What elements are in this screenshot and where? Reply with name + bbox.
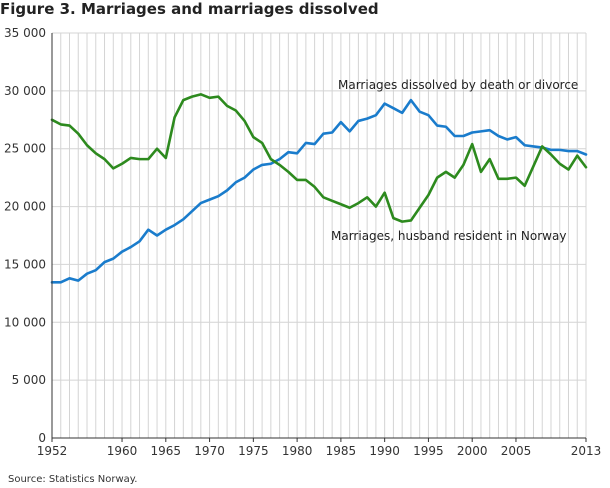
- y-tick-label: 20 000: [4, 200, 46, 214]
- y-tick-label: 35 000: [4, 26, 46, 40]
- source-note: Source: Statistics Norway.: [8, 474, 138, 485]
- x-tick-label: 1985: [326, 444, 357, 458]
- series-label-marriages: Marriages, husband resident in Norway: [331, 229, 566, 243]
- x-axis-ticks: 1952 1960 1965 1970 1975 1980 1985 1990 1995 2000…: [37, 438, 602, 458]
- x-tick-label: 1960: [107, 444, 138, 458]
- y-tick-label: 5 000: [12, 373, 46, 387]
- y-tick-label: 10 000: [4, 315, 46, 329]
- x-tick-label: 2000: [457, 444, 488, 458]
- x-tick-label: 1965: [151, 444, 182, 458]
- x-tick-label: 1952: [37, 444, 68, 458]
- series-line-marriages: [50, 93, 588, 223]
- x-tick-label: 1970: [194, 444, 225, 458]
- y-tick-label: 25 000: [4, 142, 46, 156]
- y-axis-ticks: 0 5 000 10 000 15 000 20 000 25 000 30 000 35 0…: [4, 26, 46, 445]
- grid-lines: [51, 32, 587, 439]
- x-tick-label: 2013: [571, 444, 602, 458]
- x-tick-label: 1990: [369, 444, 400, 458]
- x-tick-label: 1975: [238, 444, 269, 458]
- series-layer: [50, 93, 588, 284]
- x-tick-label: 1980: [282, 444, 313, 458]
- y-tick-label: 30 000: [4, 84, 46, 98]
- series-line-dissolved: [50, 98, 588, 284]
- line-chart: 0 5 000 10 000 15 000 20 000 25 000 30 000 35 0…: [4, 26, 602, 458]
- x-tick-label: 2005: [501, 444, 532, 458]
- y-tick-label: 15 000: [4, 257, 46, 271]
- x-tick-label: 1995: [413, 444, 444, 458]
- y-tick-label: 0: [38, 431, 46, 445]
- chart-title: Figure 3. Marriages and marriages dissol…: [0, 0, 379, 18]
- series-label-dissolved: Marriages dissolved by death or divorce: [338, 78, 578, 92]
